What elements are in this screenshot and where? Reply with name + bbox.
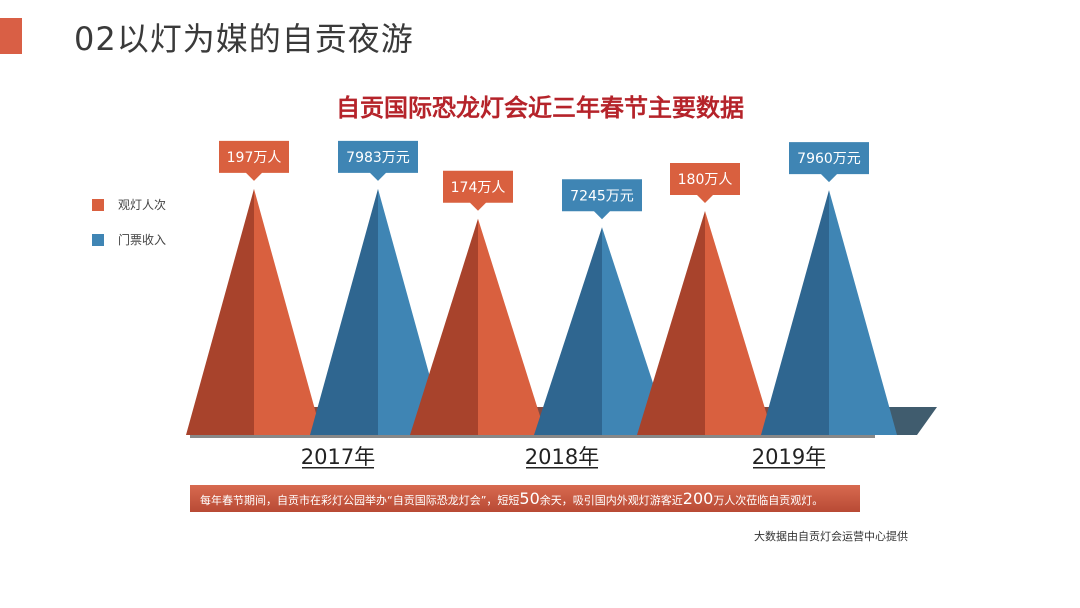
data-label: 174万人	[451, 180, 506, 196]
summary-note: 每年春节期间，自贡市在彩灯公园举办“自贡国际恐龙灯会”，短短50余天，吸引国内外…	[190, 485, 860, 512]
visitors-pyramid-right-face	[254, 188, 322, 435]
legend-label-visitors: 观灯人次	[118, 198, 167, 212]
note-number-visitors: 200	[682, 489, 714, 508]
visitors-pyramid-right-face	[478, 218, 546, 435]
visitors-pyramid-left-face	[637, 211, 705, 435]
category-underline	[302, 467, 374, 469]
data-label: 7960万元	[797, 151, 861, 167]
chart-title: 自贡国际恐龙灯会近三年春节主要数据	[336, 94, 744, 122]
data-label-box	[338, 140, 418, 181]
data-label-box	[789, 142, 869, 183]
note-text-3: 万人次莅临自贡观灯。	[713, 494, 824, 507]
legend-item-revenue: 门票收入	[92, 231, 166, 248]
revenue-pyramid-right-face	[829, 190, 897, 435]
legend-label-revenue: 门票收入	[118, 233, 167, 247]
chart-baseline	[190, 435, 875, 438]
category-label: 2017年	[301, 445, 375, 469]
note-number-days: 50	[519, 489, 540, 508]
note-text-2: 余天，吸引国内外观灯游客近	[539, 494, 683, 507]
category-underline	[753, 467, 825, 469]
visitors-pyramid-left-face	[186, 188, 254, 435]
data-label: 7983万元	[346, 150, 410, 166]
category-label: 2019年	[752, 445, 826, 469]
legend-swatch-revenue	[92, 233, 104, 246]
note-text-1: 每年春节期间，自贡市在彩灯公园举办“自贡国际恐龙灯会”，短短	[200, 494, 520, 507]
data-label: 197万人	[227, 150, 282, 166]
slide-title: 02以灯为媒的自贡夜游	[74, 20, 414, 58]
title-accent-bar	[0, 18, 22, 54]
data-label-box	[562, 179, 642, 220]
category-underline	[526, 467, 598, 469]
revenue-pyramid-left-face	[761, 190, 829, 435]
data-label: 7245万元	[570, 188, 634, 204]
visitors-pyramid-right-face	[705, 211, 773, 435]
revenue-pyramid-left-face	[310, 188, 378, 435]
data-label-box	[443, 170, 513, 211]
revenue-pyramid-right-face	[378, 188, 446, 435]
revenue-pyramid-left-face	[534, 227, 602, 435]
data-label: 180万人	[678, 172, 733, 188]
legend-item-visitors: 观灯人次	[92, 196, 166, 213]
category-label: 2018年	[525, 445, 599, 469]
legend: 观灯人次 门票收入	[92, 196, 166, 266]
visitors-pyramid-left-face	[410, 218, 478, 435]
data-label-box	[219, 140, 289, 181]
source-note: 大数据由自贡灯会运营中心提供	[754, 530, 908, 543]
legend-swatch-visitors	[92, 198, 104, 211]
data-label-box	[670, 163, 740, 203]
